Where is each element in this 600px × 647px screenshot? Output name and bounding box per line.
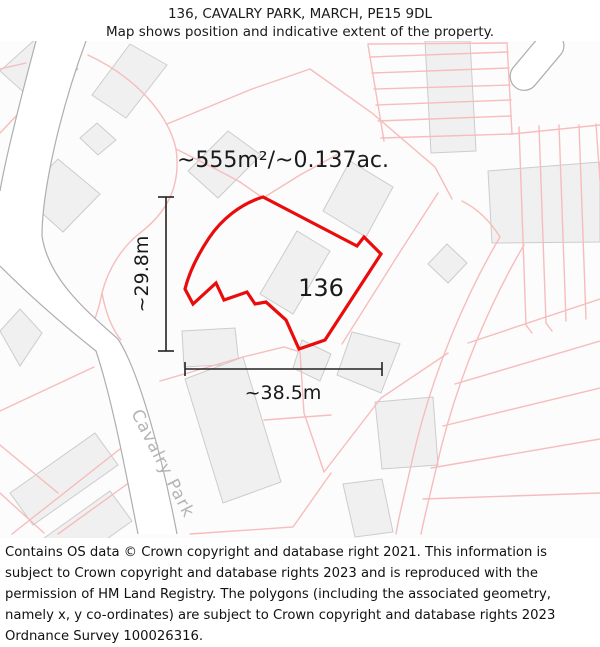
building xyxy=(9,432,119,526)
property-boundary-136 xyxy=(183,195,384,351)
footer: Contains OS data © Crown copyright and d… xyxy=(0,539,600,644)
property-map: ~555m²/~0.137ac. 136 ~29.8m ~38.5m Caval… xyxy=(0,41,600,538)
building xyxy=(374,396,439,470)
building xyxy=(184,356,282,504)
page-title: 136, CAVALRY PARK, MARCH, PE15 9DL xyxy=(167,6,433,22)
page-subtitle: Map shows position and indicative extent… xyxy=(105,24,495,40)
area-label: ~555m²/~0.137ac. xyxy=(177,148,389,173)
building xyxy=(487,161,600,244)
building xyxy=(427,243,468,284)
header: 136, CAVALRY PARK, MARCH, PE15 9DL Map s… xyxy=(0,0,600,41)
building-136-house xyxy=(259,230,331,315)
road-segment-pill xyxy=(509,41,565,91)
height-measurement-label: ~29.8m xyxy=(131,236,153,313)
building xyxy=(342,478,394,538)
property-number-label: 136 xyxy=(298,274,344,302)
building xyxy=(292,339,332,382)
building xyxy=(43,490,133,538)
building xyxy=(187,130,262,199)
building xyxy=(336,331,401,394)
copyright-text: Contains OS data © Crown copyright and d… xyxy=(5,545,556,644)
parcel-boundary-lines xyxy=(0,42,600,535)
width-measurement xyxy=(184,362,383,376)
building xyxy=(0,308,43,367)
building xyxy=(79,122,117,156)
road-cavalry-park xyxy=(0,41,178,535)
height-measurement xyxy=(158,196,174,352)
width-measurement-label: ~38.5m xyxy=(245,382,322,404)
